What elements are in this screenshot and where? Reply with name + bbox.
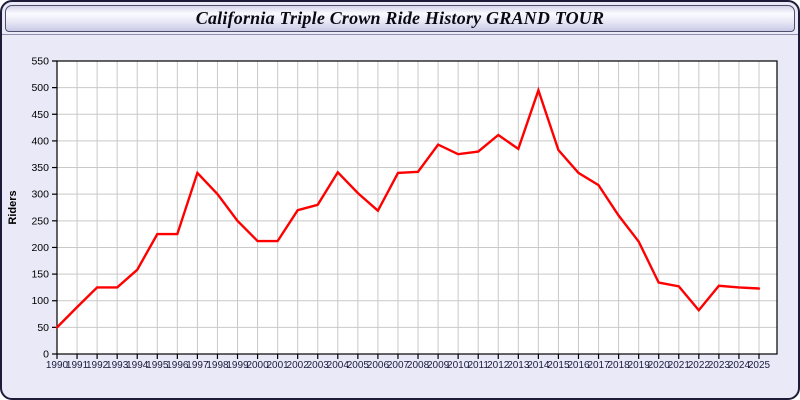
svg-text:1996: 1996: [166, 360, 189, 371]
svg-text:2005: 2005: [347, 360, 370, 371]
svg-text:2016: 2016: [567, 360, 590, 371]
svg-text:200: 200: [31, 242, 49, 254]
header-divider: [2, 34, 798, 35]
svg-text:300: 300: [31, 189, 49, 201]
svg-text:2009: 2009: [427, 360, 450, 371]
svg-text:550: 550: [31, 56, 49, 68]
svg-text:2002: 2002: [287, 360, 310, 371]
svg-text:1998: 1998: [206, 360, 229, 371]
svg-text:2003: 2003: [307, 360, 330, 371]
svg-text:2000: 2000: [246, 360, 269, 371]
svg-text:500: 500: [31, 82, 49, 94]
svg-text:400: 400: [31, 135, 49, 147]
chart-area: 0 50 100 150 200 250 300 350 400 450 500 550 1990 199…: [2, 35, 798, 398]
svg-text:2008: 2008: [407, 360, 430, 371]
svg-text:350: 350: [31, 162, 49, 174]
svg-text:1992: 1992: [86, 360, 109, 371]
svg-text:1993: 1993: [106, 360, 129, 371]
svg-text:1995: 1995: [146, 360, 169, 371]
svg-text:2013: 2013: [507, 360, 530, 371]
svg-text:2022: 2022: [688, 360, 711, 371]
page-title: California Triple Crown Ride History GRA…: [195, 8, 605, 28]
svg-text:150: 150: [31, 269, 49, 281]
svg-text:1990: 1990: [46, 360, 69, 371]
svg-text:1991: 1991: [66, 360, 89, 371]
svg-text:2011: 2011: [467, 360, 489, 371]
svg-text:2021: 2021: [668, 360, 691, 371]
svg-text:2020: 2020: [648, 360, 671, 371]
svg-text:2018: 2018: [607, 360, 630, 371]
svg-text:Riders: Riders: [7, 190, 19, 224]
svg-text:2001: 2001: [267, 360, 290, 371]
svg-text:50: 50: [37, 322, 49, 334]
svg-text:1997: 1997: [186, 360, 209, 371]
svg-text:2015: 2015: [547, 360, 570, 371]
svg-text:2007: 2007: [387, 360, 410, 371]
svg-text:2014: 2014: [527, 360, 550, 371]
svg-text:2012: 2012: [487, 360, 510, 371]
svg-text:2025: 2025: [748, 360, 771, 371]
svg-text:250: 250: [31, 215, 49, 227]
svg-text:450: 450: [31, 109, 49, 121]
svg-text:100: 100: [31, 295, 49, 307]
chart-header: California Triple Crown Ride History GRA…: [5, 5, 795, 32]
svg-text:1999: 1999: [226, 360, 249, 371]
svg-text:2024: 2024: [728, 360, 751, 371]
svg-text:2006: 2006: [367, 360, 390, 371]
svg-text:2019: 2019: [628, 360, 651, 371]
line-chart: 0501001502002503003504004505005501990199…: [7, 56, 778, 371]
svg-text:2017: 2017: [587, 360, 610, 371]
svg-text:2004: 2004: [327, 360, 350, 371]
svg-text:0: 0: [43, 349, 49, 361]
svg-text:1994: 1994: [126, 360, 149, 371]
svg-text:2023: 2023: [708, 360, 731, 371]
svg-text:2010: 2010: [447, 360, 470, 371]
